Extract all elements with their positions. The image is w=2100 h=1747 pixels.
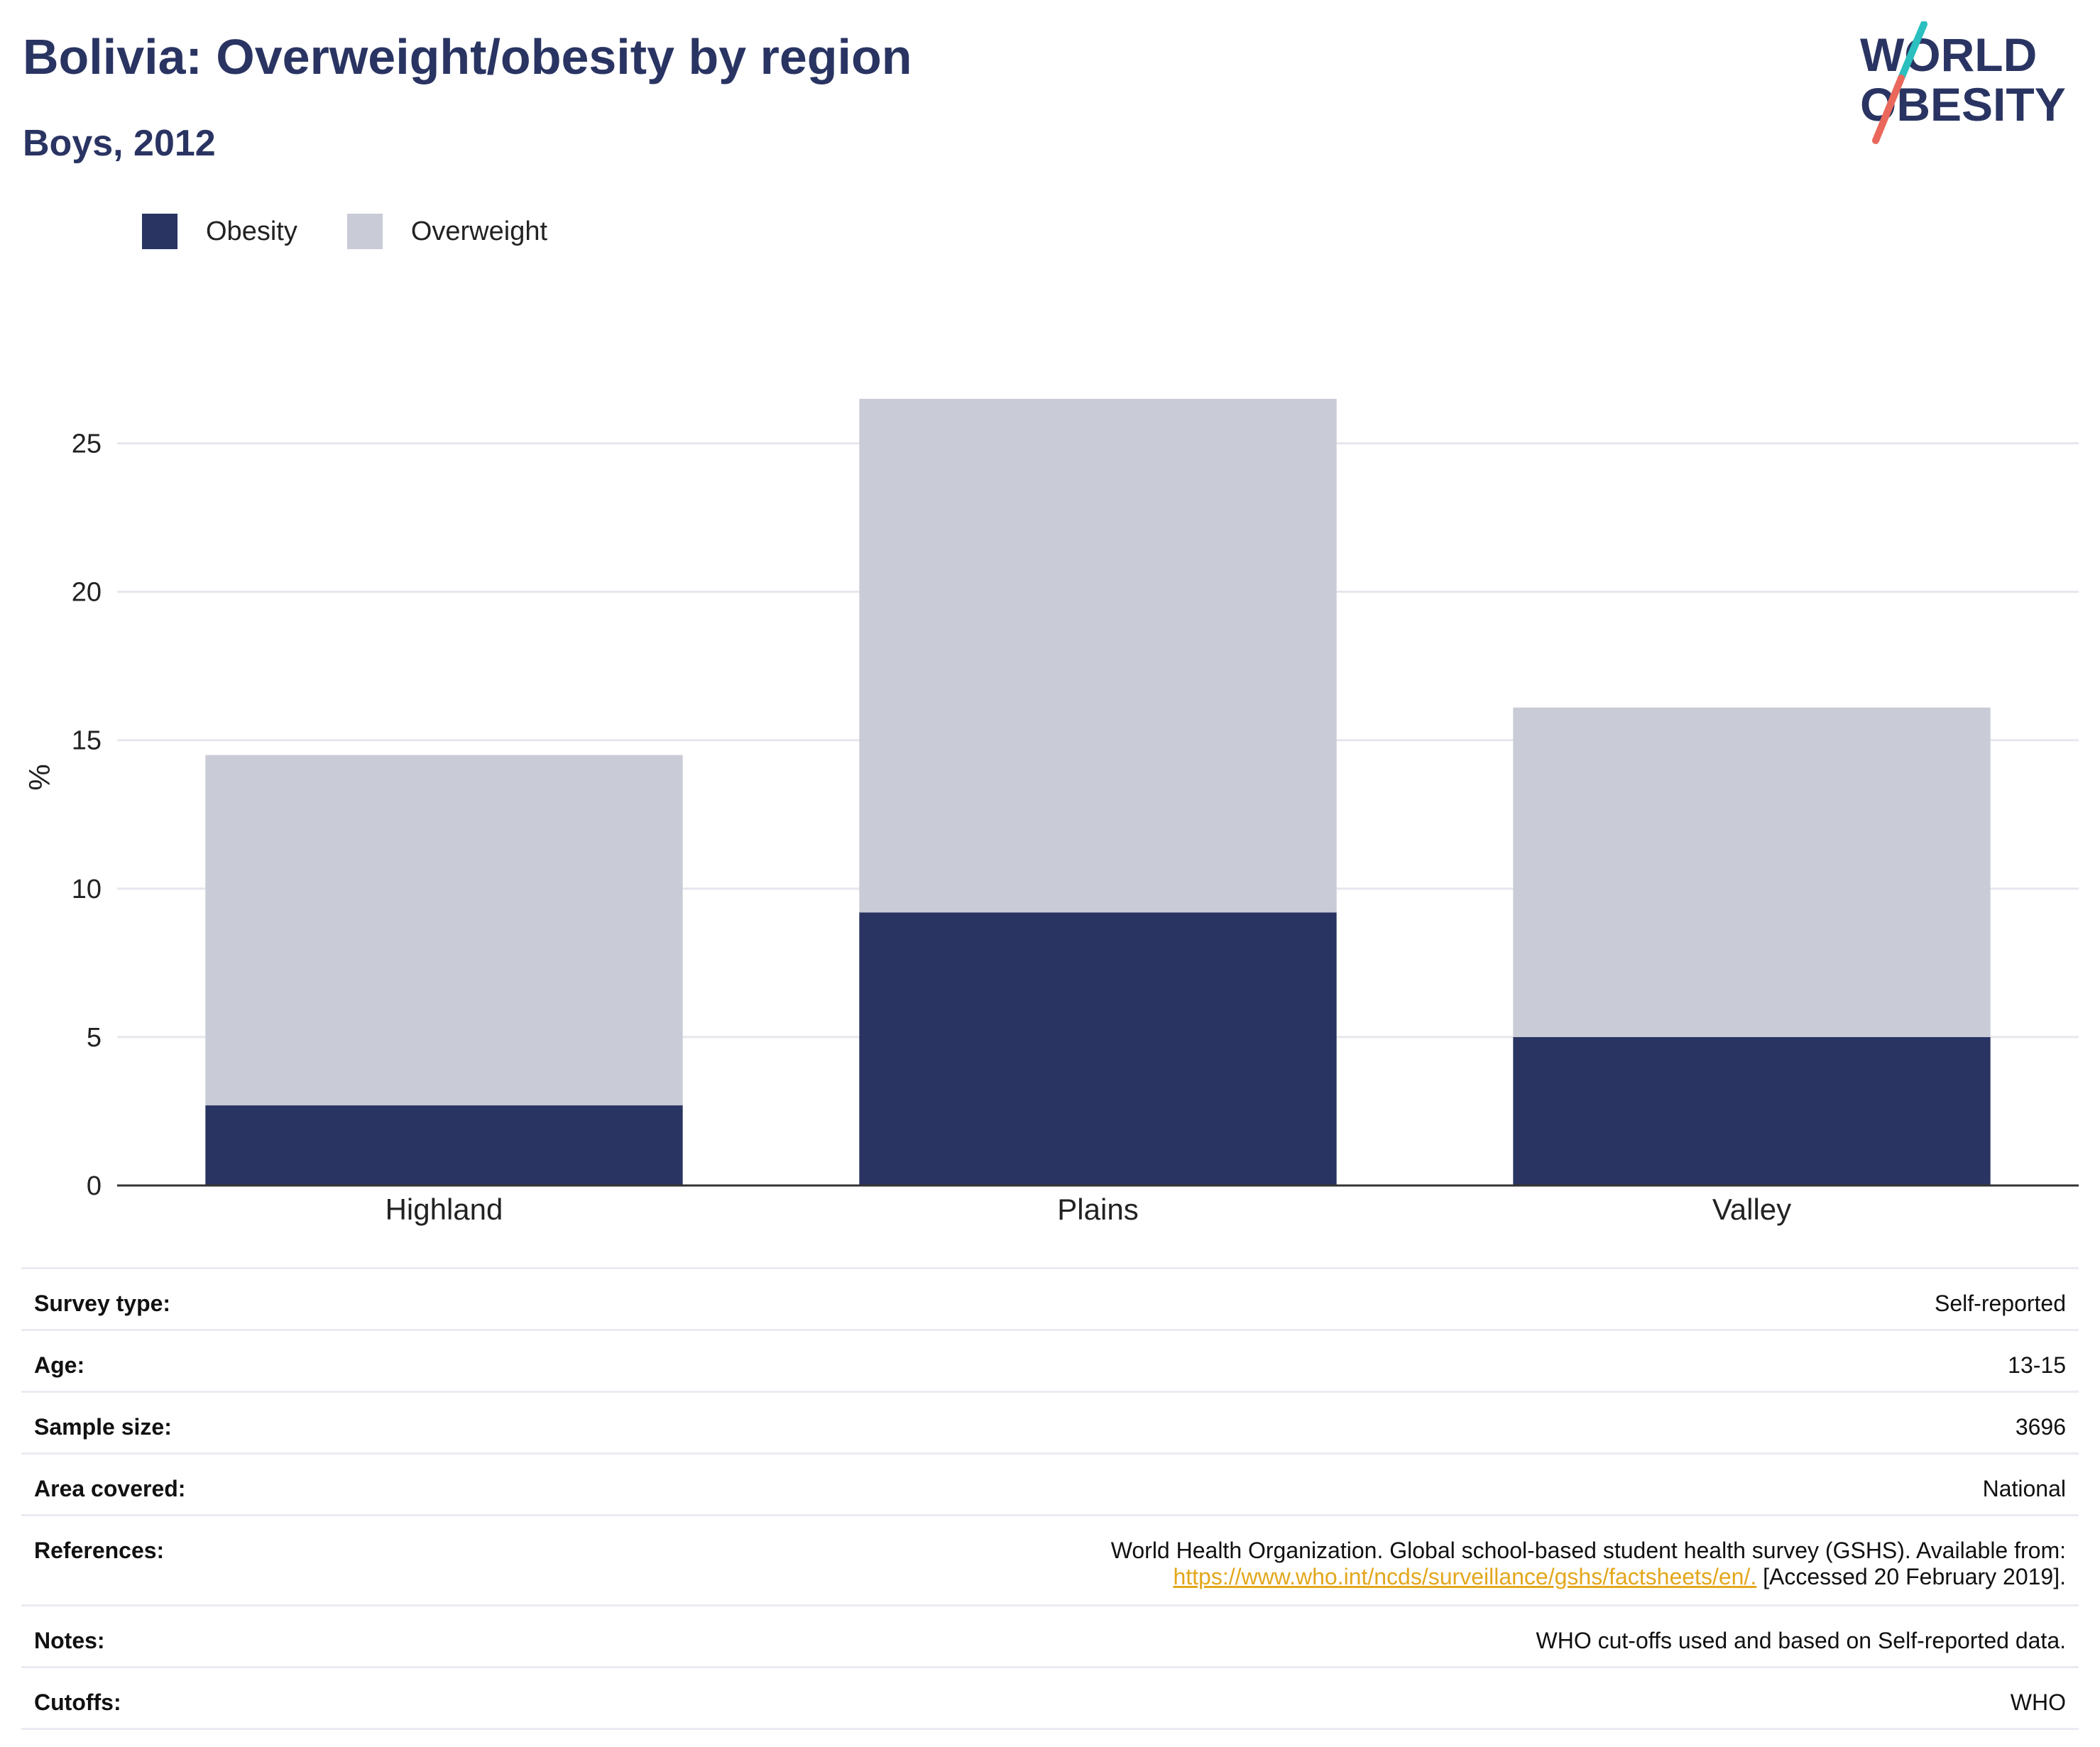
legend-swatch-overweight xyxy=(346,214,383,249)
world-obesity-logo: WORLD OBESITY xyxy=(1860,21,2066,144)
survey-info-table: Survey type: Self-reported Age: 13-15 Sa… xyxy=(21,1267,2079,1730)
bar-overweight-valley[interactable] xyxy=(1513,707,1991,1037)
info-row-cutoffs: Cutoffs: WHO xyxy=(21,1666,2079,1730)
cutoffs-value: WHO xyxy=(402,1666,2079,1730)
area-covered-label: Area covered: xyxy=(21,1452,402,1516)
cutoffs-label: Cutoffs: xyxy=(21,1666,402,1730)
x-tick-label: Plains xyxy=(1057,1193,1138,1226)
notes-label: Notes: xyxy=(21,1604,402,1667)
y-tick-label: 15 xyxy=(72,726,102,756)
bar-overweight-highland[interactable] xyxy=(205,755,683,1106)
references-text: World Health Organization. Global school… xyxy=(1110,1538,2066,1563)
y-tick-label: 10 xyxy=(72,875,102,904)
bar-obesity-plains[interactable] xyxy=(859,912,1337,1185)
y-axis-label: % xyxy=(23,764,56,790)
references-value: World Health Organization. Global school… xyxy=(402,1514,2079,1606)
legend-item-overweight[interactable]: Overweight xyxy=(346,214,548,249)
bar-obesity-valley[interactable] xyxy=(1513,1036,1991,1185)
legend-swatch-obesity xyxy=(142,214,177,249)
x-tick-label: Valley xyxy=(1712,1193,1791,1226)
chart-title: Bolivia: Overweight/obesity by region xyxy=(23,29,912,84)
references-accessed: [Accessed 20 February 2019]. xyxy=(1756,1564,2066,1589)
y-tick-label: 20 xyxy=(72,578,102,608)
bar-obesity-highland[interactable] xyxy=(205,1105,683,1185)
legend-label-overweight: Overweight xyxy=(410,216,548,246)
y-tick-label: 5 xyxy=(87,1023,102,1053)
y-tick-label: 25 xyxy=(72,429,102,459)
info-row-survey-type: Survey type: Self-reported xyxy=(21,1267,2079,1330)
legend-item-obesity[interactable]: Obesity xyxy=(142,214,297,249)
notes-value: WHO cut-offs used and based on Self-repo… xyxy=(402,1604,2079,1667)
age-label: Age: xyxy=(21,1329,402,1392)
info-row-references: References: World Health Organization. G… xyxy=(21,1514,2079,1606)
sample-size-value: 3696 xyxy=(402,1391,2079,1454)
info-row-age: Age: 13-15 xyxy=(21,1329,2079,1392)
sample-size-label: Sample size: xyxy=(21,1391,402,1454)
y-tick-label: 0 xyxy=(87,1171,102,1201)
stacked-bar-chart: 0 5 10 15 20 25 Highland Plains Valley% xyxy=(23,398,2079,1226)
bar-overweight-plains[interactable] xyxy=(859,398,1337,913)
survey-type-label: Survey type: xyxy=(21,1267,402,1330)
info-row-area-covered: Area covered: National xyxy=(21,1452,2079,1516)
info-row-notes: Notes: WHO cut-offs used and based on Se… xyxy=(21,1604,2079,1667)
age-value: 13-15 xyxy=(402,1329,2079,1392)
logo-line1: WORLD xyxy=(1860,28,2037,81)
legend: Obesity Overweight xyxy=(142,210,597,253)
axes: 0 5 10 15 20 25 Highland Plains Valley% xyxy=(23,429,2079,1226)
info-row-sample-size: Sample size: 3696 xyxy=(21,1391,2079,1454)
legend-label-obesity: Obesity xyxy=(206,216,297,246)
bars xyxy=(205,398,1991,1185)
x-tick-label: Highland xyxy=(385,1193,503,1226)
survey-type-value: Self-reported xyxy=(402,1267,2079,1330)
area-covered-value: National xyxy=(402,1452,2079,1516)
references-link[interactable]: https://www.who.int/ncds/surveillance/gs… xyxy=(1173,1564,1757,1589)
references-label: References: xyxy=(21,1514,402,1606)
chart-subtitle: Boys, 2012 xyxy=(23,123,216,164)
